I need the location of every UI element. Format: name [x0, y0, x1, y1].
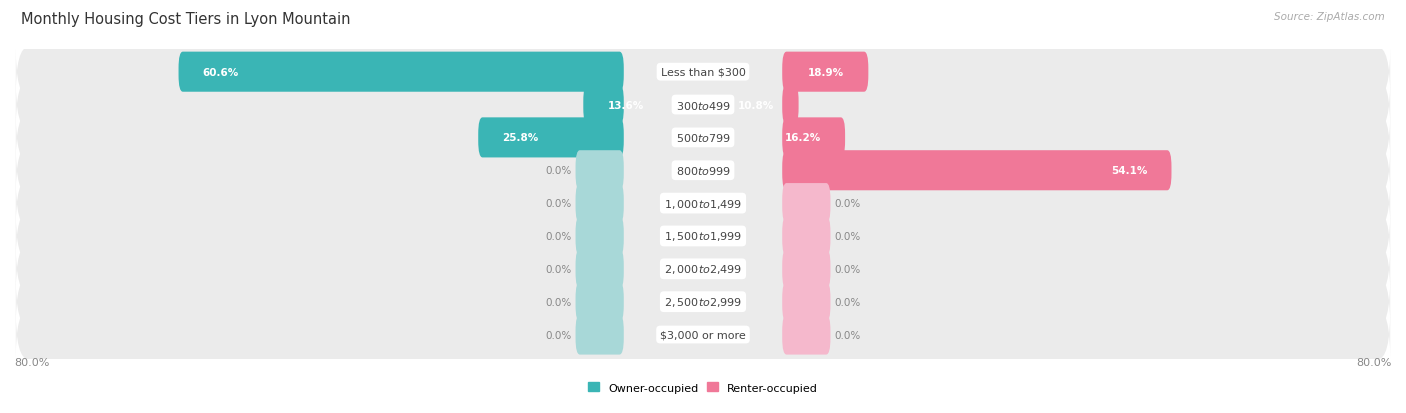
Text: $1,000 to $1,499: $1,000 to $1,499: [664, 197, 742, 210]
Text: $3,000 or more: $3,000 or more: [661, 330, 745, 340]
FancyBboxPatch shape: [782, 118, 845, 158]
FancyBboxPatch shape: [15, 277, 1391, 327]
FancyBboxPatch shape: [179, 52, 624, 93]
FancyBboxPatch shape: [575, 249, 624, 289]
Text: 60.6%: 60.6%: [202, 67, 239, 78]
Text: $500 to $799: $500 to $799: [675, 132, 731, 144]
FancyBboxPatch shape: [15, 310, 1391, 360]
FancyBboxPatch shape: [782, 216, 831, 256]
FancyBboxPatch shape: [15, 244, 1391, 294]
FancyBboxPatch shape: [782, 184, 831, 223]
FancyBboxPatch shape: [782, 249, 831, 289]
Legend: Owner-occupied, Renter-occupied: Owner-occupied, Renter-occupied: [583, 378, 823, 397]
Text: 0.0%: 0.0%: [835, 231, 860, 241]
FancyBboxPatch shape: [782, 85, 799, 125]
FancyBboxPatch shape: [575, 151, 624, 191]
Text: $2,000 to $2,499: $2,000 to $2,499: [664, 263, 742, 275]
FancyBboxPatch shape: [575, 184, 624, 223]
Text: 0.0%: 0.0%: [546, 166, 571, 176]
Text: 13.6%: 13.6%: [607, 100, 644, 110]
FancyBboxPatch shape: [782, 282, 831, 322]
Text: 10.8%: 10.8%: [738, 100, 775, 110]
Text: 0.0%: 0.0%: [546, 231, 571, 241]
Text: $800 to $999: $800 to $999: [675, 165, 731, 177]
Text: 80.0%: 80.0%: [1357, 357, 1392, 367]
FancyBboxPatch shape: [15, 211, 1391, 261]
Text: 18.9%: 18.9%: [808, 67, 844, 78]
Text: 0.0%: 0.0%: [835, 199, 860, 209]
FancyBboxPatch shape: [575, 282, 624, 322]
FancyBboxPatch shape: [15, 113, 1391, 163]
Text: $1,500 to $1,999: $1,500 to $1,999: [664, 230, 742, 243]
Text: 54.1%: 54.1%: [1111, 166, 1147, 176]
FancyBboxPatch shape: [782, 151, 1171, 191]
Text: $300 to $499: $300 to $499: [675, 99, 731, 111]
Text: 0.0%: 0.0%: [835, 297, 860, 307]
FancyBboxPatch shape: [15, 179, 1391, 228]
FancyBboxPatch shape: [782, 315, 831, 355]
Text: 0.0%: 0.0%: [546, 297, 571, 307]
Text: Less than $300: Less than $300: [661, 67, 745, 78]
FancyBboxPatch shape: [15, 146, 1391, 196]
FancyBboxPatch shape: [15, 47, 1391, 97]
FancyBboxPatch shape: [583, 85, 624, 125]
Text: Monthly Housing Cost Tiers in Lyon Mountain: Monthly Housing Cost Tiers in Lyon Mount…: [21, 12, 350, 27]
Text: 16.2%: 16.2%: [785, 133, 821, 143]
Text: 0.0%: 0.0%: [546, 199, 571, 209]
FancyBboxPatch shape: [575, 315, 624, 355]
Text: 0.0%: 0.0%: [546, 264, 571, 274]
Text: 0.0%: 0.0%: [835, 264, 860, 274]
FancyBboxPatch shape: [782, 52, 869, 93]
Text: Source: ZipAtlas.com: Source: ZipAtlas.com: [1274, 12, 1385, 22]
Text: $2,500 to $2,999: $2,500 to $2,999: [664, 295, 742, 309]
Text: 25.8%: 25.8%: [502, 133, 538, 143]
Text: 0.0%: 0.0%: [835, 330, 860, 340]
FancyBboxPatch shape: [15, 81, 1391, 130]
Text: 80.0%: 80.0%: [14, 357, 49, 367]
FancyBboxPatch shape: [478, 118, 624, 158]
FancyBboxPatch shape: [575, 216, 624, 256]
Text: 0.0%: 0.0%: [546, 330, 571, 340]
